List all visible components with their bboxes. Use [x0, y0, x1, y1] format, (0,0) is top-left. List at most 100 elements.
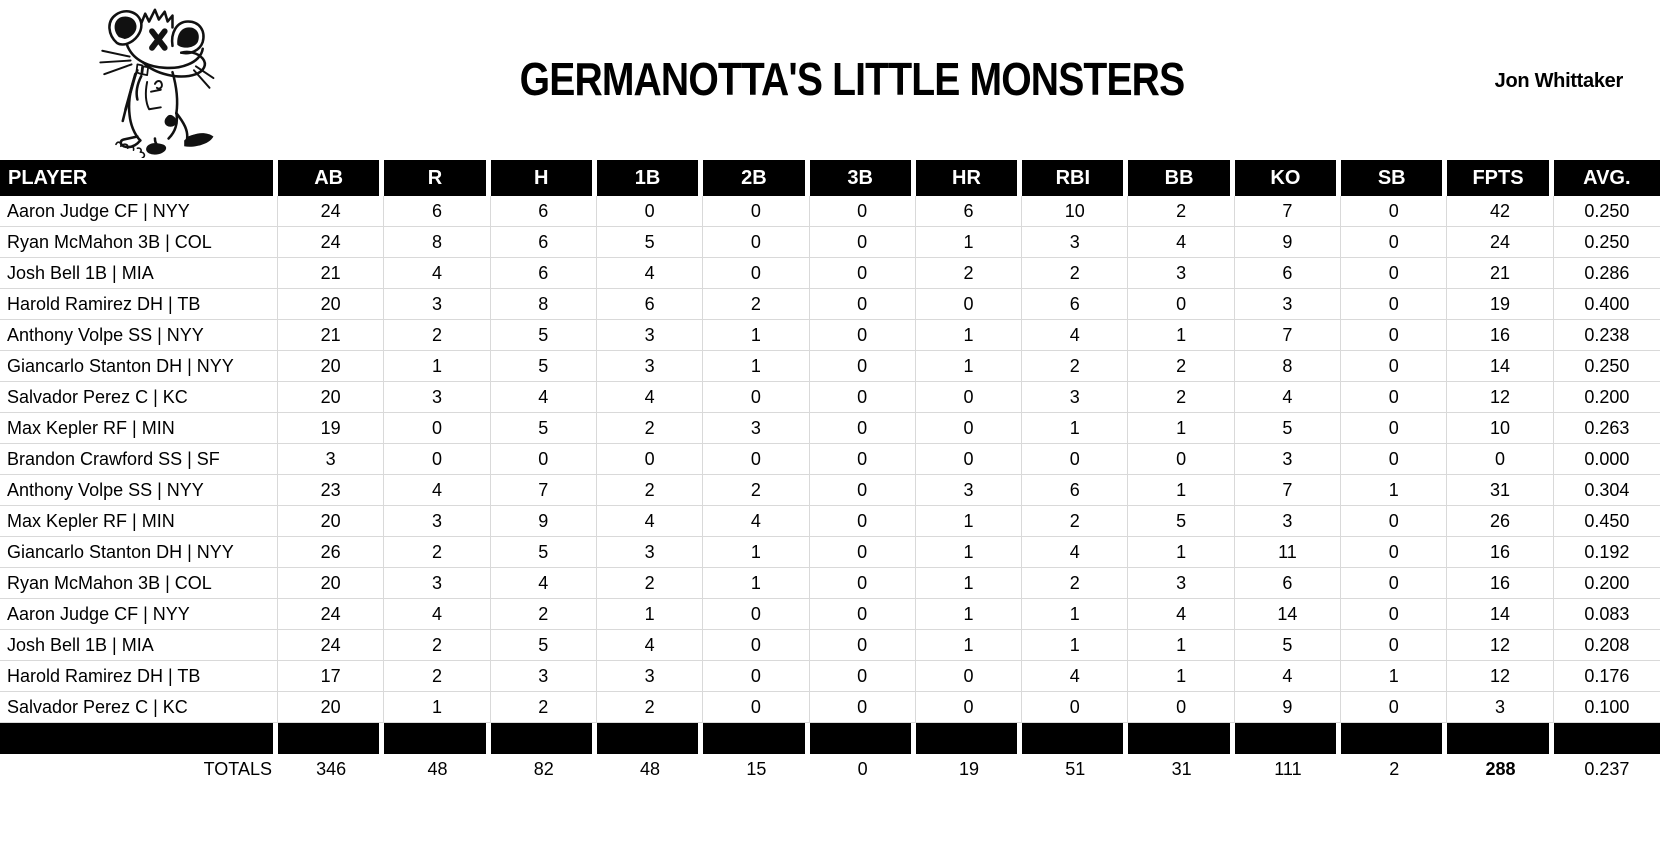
stat-cell: 0: [703, 444, 810, 475]
stat-cell: 2: [1128, 196, 1235, 227]
stat-cell: 6: [1022, 475, 1129, 506]
stat-cell: 1: [1128, 537, 1235, 568]
stat-cell: 0: [809, 382, 916, 413]
stat-cell: 2: [703, 475, 810, 506]
stat-cell: 1: [703, 537, 810, 568]
stat-cell: 3: [1128, 568, 1235, 599]
separator-cell: [1341, 723, 1443, 754]
stat-cell: 1: [915, 320, 1023, 351]
separator-cell: [278, 723, 380, 754]
stat-cell: 4: [490, 568, 597, 599]
column-header: FPTS: [1447, 160, 1549, 196]
totals-row: TOTALS 346 48 82 48 15 0 19 51 31 111 2 288 0.237: [0, 754, 1660, 785]
separator-cell: [0, 723, 273, 754]
stat-cell: 0.176: [1553, 661, 1660, 692]
stat-cell: 2: [1128, 382, 1235, 413]
stat-cell: 1: [703, 320, 810, 351]
stat-cell: 3: [384, 289, 491, 320]
separator-row: [0, 723, 1660, 754]
stat-cell: 1: [1022, 599, 1129, 630]
stat-cell: 0: [809, 692, 916, 723]
report-header: GERMANOTTA'S LITTLE MONSTERS Jon Whittak…: [0, 0, 1660, 163]
stat-cell: 4: [596, 258, 704, 289]
stat-cell: 0: [1341, 568, 1448, 599]
stat-cell: 6: [596, 289, 704, 320]
stat-cell: 0: [703, 630, 810, 661]
stat-cell: 0: [809, 599, 916, 630]
stat-cell: 2: [596, 475, 704, 506]
stat-cell: 2: [596, 692, 704, 723]
stat-cell: 11: [1234, 537, 1342, 568]
totals-stat-cell: 19: [958, 759, 979, 779]
stat-cell: 0: [809, 568, 916, 599]
stat-cell: 0.100: [1553, 692, 1660, 723]
stat-cell: 0: [809, 537, 916, 568]
stat-cell: 0: [809, 351, 916, 382]
table-body: Aaron Judge CF | NYY 24 6 6 0 0 0 6 10 2 7 0 42 0.250…: [0, 196, 1660, 723]
stat-cell: 14: [1234, 599, 1342, 630]
stat-cell: 9: [490, 506, 597, 537]
stat-cell: 0: [915, 413, 1023, 444]
stat-cell: 0.304: [1553, 475, 1660, 506]
stat-cell: 1: [1341, 661, 1448, 692]
totals-label: TOTALS: [203, 759, 272, 779]
stat-cell: 1: [1128, 320, 1235, 351]
stat-cell: 0: [490, 444, 597, 475]
table-row: Anthony Volpe SS | NYY 21 2 5 3 1 0 1 4 1 7 0 16 0.23…: [0, 320, 1660, 351]
stat-cell: 0: [809, 444, 916, 475]
stat-cell: 1: [915, 568, 1023, 599]
stat-cell: 0: [809, 661, 916, 692]
stat-cell: 3: [703, 413, 810, 444]
totals-stat-cell: 15: [746, 759, 767, 779]
player-cell: Giancarlo Stanton DH | NYY: [0, 351, 278, 382]
stat-cell: 2: [596, 413, 704, 444]
stat-cell: 1: [915, 630, 1023, 661]
separator-cell: [384, 723, 486, 754]
player-cell: Aaron Judge CF | NYY: [0, 599, 278, 630]
stat-cell: 0: [1341, 537, 1448, 568]
stat-cell: 5: [596, 227, 704, 258]
stat-cell: 6: [384, 196, 491, 227]
stat-cell: 0: [703, 661, 810, 692]
stat-cell: 0: [809, 289, 916, 320]
stat-cell: 4: [1128, 599, 1235, 630]
stat-cell: 3: [278, 444, 385, 475]
stat-cell: 1: [703, 568, 810, 599]
stat-cell: 42: [1447, 196, 1554, 227]
totals-stat-cell: 111: [1274, 759, 1302, 779]
stat-cell: 0: [809, 196, 916, 227]
stat-cell: 2: [490, 692, 597, 723]
stat-cell: 19: [278, 413, 385, 444]
stat-cell: 9: [1234, 227, 1342, 258]
player-cell: Ryan McMahon 3B | COL: [0, 568, 278, 599]
stat-cell: 0: [1128, 289, 1235, 320]
stat-cell: 5: [490, 537, 597, 568]
stat-cell: 1: [915, 351, 1023, 382]
stat-cell: 21: [1447, 258, 1554, 289]
stat-cell: 0: [703, 599, 810, 630]
page-title: GERMANOTTA'S LITTLE MONSTERS: [519, 53, 1186, 105]
player-cell: Max Kepler RF | MIN: [0, 413, 278, 444]
stat-cell: 6: [490, 258, 597, 289]
stat-cell: 17: [278, 661, 385, 692]
stat-cell: 14: [1447, 351, 1554, 382]
stat-cell: 4: [703, 506, 810, 537]
stat-cell: 14: [1447, 599, 1554, 630]
stat-cell: 12: [1447, 382, 1554, 413]
stat-cell: 6: [490, 196, 597, 227]
stat-cell: 0: [1128, 692, 1235, 723]
stat-cell: 6: [1022, 289, 1129, 320]
stat-cell: 1: [1128, 413, 1235, 444]
totals-stat-cell: 288: [1485, 759, 1516, 779]
player-cell: Harold Ramirez DH | TB: [0, 289, 278, 320]
player-cell: Anthony Volpe SS | NYY: [0, 475, 278, 506]
stat-cell: 24: [278, 630, 385, 661]
table-row: Anthony Volpe SS | NYY 23 4 7 2 2 0 3 6 1 7 1 31 0.30…: [0, 475, 1660, 506]
stat-cell: 20: [278, 382, 385, 413]
stat-cell: 1: [703, 351, 810, 382]
stat-cell: 1: [915, 227, 1023, 258]
stat-cell: 21: [278, 320, 385, 351]
totals-stat-cell: 2: [1389, 759, 1400, 779]
player-cell: Josh Bell 1B | MIA: [0, 630, 278, 661]
table-row: Salvador Perez C | KC 20 1 2 2 0 0 0 0 0 9 0 3 0.100: [0, 692, 1660, 723]
